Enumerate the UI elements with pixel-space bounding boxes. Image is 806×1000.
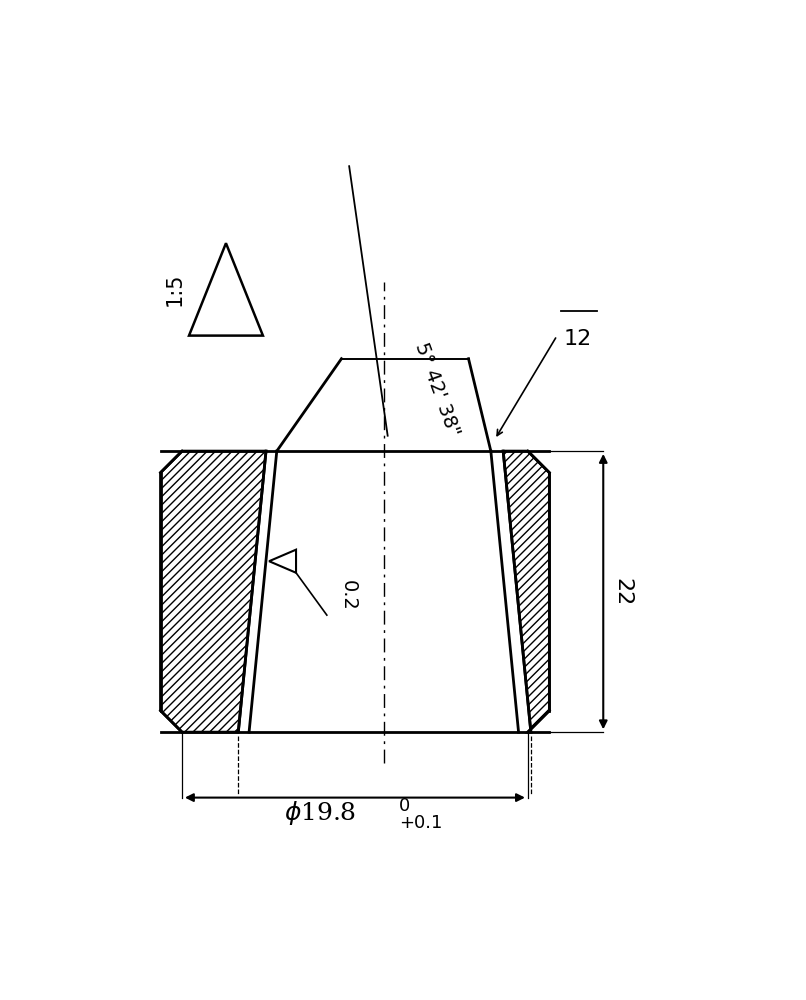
Text: 5° 42' 38": 5° 42' 38" xyxy=(411,340,463,439)
Text: 12: 12 xyxy=(563,329,592,349)
Text: +0.1: +0.1 xyxy=(399,814,442,832)
Text: 1:5: 1:5 xyxy=(165,273,185,306)
Text: $\it{\phi}$19.8: $\it{\phi}$19.8 xyxy=(284,799,355,827)
Text: 0: 0 xyxy=(399,797,410,815)
Text: 22: 22 xyxy=(613,578,633,606)
Text: 0.2: 0.2 xyxy=(339,580,357,611)
